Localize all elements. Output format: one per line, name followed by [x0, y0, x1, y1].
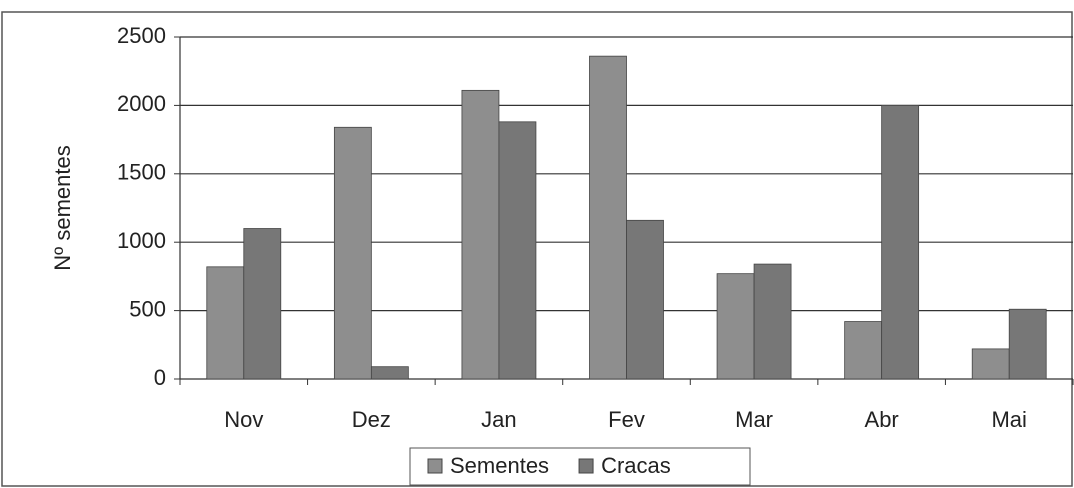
- bar: [844, 321, 883, 380]
- bar: [461, 89, 500, 380]
- x-tick-label: Mar: [735, 407, 773, 432]
- bar: [243, 228, 282, 380]
- y-tick-label: 0: [154, 365, 166, 390]
- x-tick-label: Abr: [865, 407, 899, 432]
- legend-swatch: [427, 458, 443, 474]
- bar: [1008, 308, 1047, 380]
- bar: [370, 366, 409, 380]
- y-tick-label: 2000: [117, 91, 166, 116]
- y-tick-label: 1000: [117, 228, 166, 253]
- bar: [716, 273, 755, 380]
- x-tick-label: Nov: [224, 407, 263, 432]
- bar: [753, 263, 792, 380]
- x-tick-label: Mai: [991, 407, 1026, 432]
- legend-swatch: [578, 458, 594, 474]
- legend-label: Sementes: [450, 453, 549, 478]
- bar: [881, 105, 920, 380]
- bar: [626, 219, 664, 380]
- bar: [333, 126, 372, 380]
- bar: [971, 348, 1010, 380]
- legend-label: Cracas: [601, 453, 671, 478]
- y-tick-label: 500: [129, 296, 166, 321]
- y-tick-label: 2500: [117, 23, 166, 48]
- x-tick-label: Jan: [481, 407, 516, 432]
- bar: [589, 55, 627, 380]
- y-tick-label: 1500: [117, 160, 166, 185]
- y-axis-label: Nº sementes: [50, 145, 75, 270]
- bar: [498, 121, 537, 380]
- bar: [206, 266, 245, 380]
- x-tick-label: Dez: [352, 407, 391, 432]
- x-tick-label: Fev: [608, 407, 645, 432]
